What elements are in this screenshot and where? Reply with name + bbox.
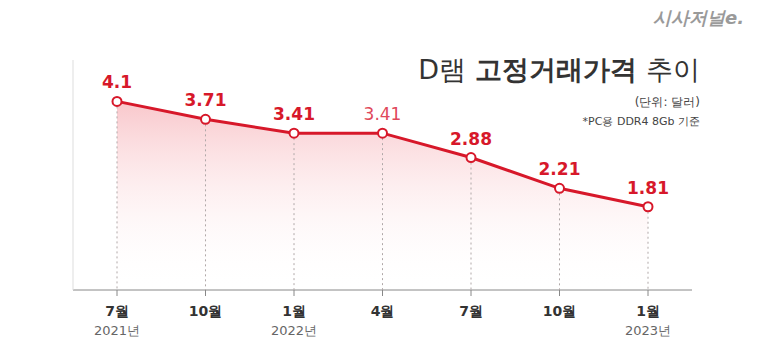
svg-text:3.41: 3.41 xyxy=(273,104,315,124)
svg-text:2021년: 2021년 xyxy=(94,323,140,338)
svg-text:2.21: 2.21 xyxy=(539,159,581,179)
svg-text:10월: 10월 xyxy=(543,303,576,319)
svg-text:10월: 10월 xyxy=(189,303,222,319)
svg-text:3.41: 3.41 xyxy=(364,104,402,124)
svg-text:1.81: 1.81 xyxy=(627,178,669,198)
html-text:D램 고정거래가격 추이: D램 고정거래가격 추이 xyxy=(418,54,700,85)
svg-text:2023년: 2023년 xyxy=(625,323,671,338)
html-text:시사저널e.: 시사저널e. xyxy=(653,7,744,28)
svg-text:7월: 7월 xyxy=(105,303,129,319)
svg-text:7월: 7월 xyxy=(459,303,483,319)
svg-text:2022년: 2022년 xyxy=(271,323,317,338)
html-text:(단위: 달러): (단위: 달러) xyxy=(634,95,700,109)
svg-text:1월: 1월 xyxy=(636,303,660,319)
svg-text:1월: 1월 xyxy=(282,303,306,319)
html-text:*PC용 DDR4 8Gb 기준: *PC용 DDR4 8Gb 기준 xyxy=(582,115,700,128)
svg-text:2.88: 2.88 xyxy=(450,129,492,149)
svg-text:3.71: 3.71 xyxy=(185,90,227,110)
svg-text:4.1: 4.1 xyxy=(102,72,132,92)
svg-text:4월: 4월 xyxy=(371,303,395,319)
